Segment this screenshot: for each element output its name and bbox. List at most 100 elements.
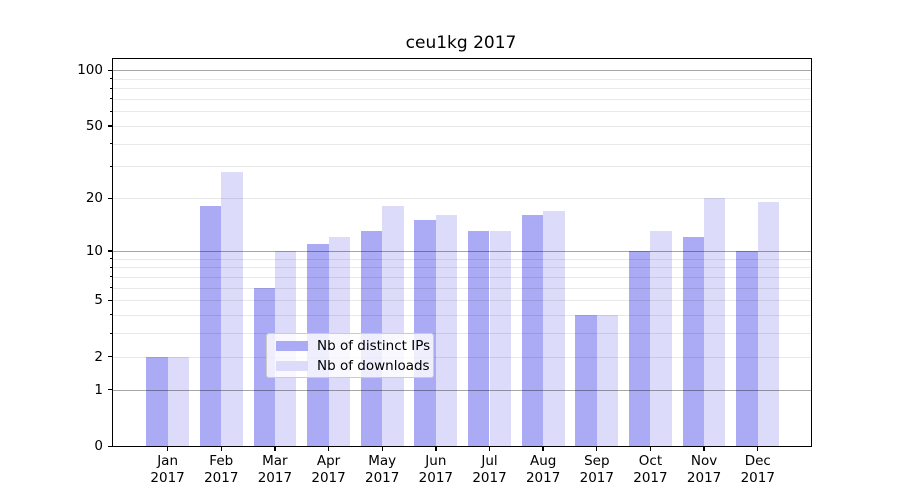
y-minor-tick-3 — [109, 332, 112, 334]
x-tick-oct — [649, 447, 652, 451]
bar-downloads-sep — [596, 314, 619, 446]
y-tick-label-1: 1 — [94, 381, 103, 398]
legend-item-distinct-ips: Nb of distinct IPs — [276, 338, 433, 354]
x-tick-label-month: Jul — [481, 453, 498, 469]
bar-downloads-nov — [704, 198, 726, 446]
y-tick-label-0: 0 — [94, 438, 103, 454]
y-tick-50 — [108, 125, 112, 127]
chart-title: ceu1kg 2017 — [405, 33, 517, 53]
bar-distinct-ips-feb — [199, 206, 222, 446]
x-tick-label-year: 2017 — [686, 470, 722, 486]
y-gridline-minor-8 — [113, 267, 811, 269]
x-tick-label-year: 2017 — [204, 470, 239, 486]
x-tick-label-month: May — [368, 453, 397, 469]
x-tick-label-sep: Sep 2017 — [567, 453, 627, 487]
x-tick-label-year: 2017 — [311, 470, 346, 486]
y-minor-tick-9 — [109, 258, 112, 259]
y-tick-10 — [108, 250, 112, 252]
legend: Nb of distinct IPs Nb of downloads — [266, 333, 434, 378]
y-tick-5 — [108, 299, 112, 301]
bar-distinct-ips-aug — [521, 215, 544, 446]
bar-distinct-ips-mar — [253, 287, 275, 446]
y-minor-tick-30 — [109, 165, 112, 167]
x-tick-sep — [596, 447, 598, 451]
legend-swatch-downloads — [276, 360, 308, 371]
y-minor-tick-60 — [109, 110, 112, 112]
x-tick-label-feb: Feb 2017 — [191, 453, 251, 487]
x-tick-label-nov: Nov 2017 — [674, 453, 734, 487]
x-tick-jul — [488, 447, 491, 451]
y-minor-tick-8 — [109, 266, 112, 268]
legend-label-distinct-ips: Nb of distinct IPs — [317, 337, 431, 354]
y-gridline-minor-3 — [113, 333, 811, 335]
y-gridline-minor-90 — [113, 78, 811, 80]
x-tick-label-year: 2017 — [257, 470, 293, 486]
x-tick-label-apr: Apr 2017 — [299, 453, 359, 487]
bar-downloads-aug — [543, 210, 565, 446]
bar-downloads-may — [382, 206, 404, 446]
y-tick-label-2: 2 — [94, 348, 103, 365]
bar-downloads-dec — [757, 202, 780, 446]
x-tick-label-jul: Jul 2017 — [460, 453, 520, 487]
legend-label-downloads: Nb of downloads — [317, 357, 430, 374]
y-minor-tick-90 — [109, 78, 112, 80]
x-tick-dec — [757, 447, 759, 451]
x-tick-label-jan: Jan 2017 — [138, 453, 198, 487]
x-tick-label-aug: Aug 2017 — [513, 453, 573, 487]
y-gridline-minor-5 — [113, 300, 811, 302]
x-tick-label-month: Nov — [690, 453, 718, 469]
bar-distinct-ips-sep — [575, 314, 597, 446]
y-gridline-minor-40 — [113, 143, 811, 145]
x-tick-label-year: 2017 — [418, 470, 454, 486]
bar-distinct-ips-nov — [682, 237, 705, 446]
x-tick-aug — [542, 447, 544, 451]
y-gridline-minor-9 — [113, 258, 811, 260]
x-tick-feb — [220, 447, 222, 451]
x-tick-label-month: Mar — [262, 453, 288, 469]
bar-distinct-ips-jan — [146, 356, 168, 446]
x-tick-label-month: Apr — [316, 453, 341, 469]
x-tick-label-year: 2017 — [579, 470, 614, 486]
y-tick-1 — [108, 389, 112, 391]
y-tick-0 — [108, 445, 112, 447]
y-minor-tick-40 — [109, 143, 112, 145]
y-gridline-major-1 — [113, 389, 811, 391]
y-minor-tick-4 — [109, 314, 112, 316]
x-tick-label-may: May 2017 — [352, 453, 412, 487]
plot-area: 0 1 2 5 10 20 50 100 Jan 2017 Feb 2017 Mar 2017 Apr 201… — [77, 58, 812, 486]
y-gridline-minor-4 — [113, 314, 811, 316]
x-tick-label-year: 2017 — [472, 470, 507, 486]
x-tick-label-year: 2017 — [150, 470, 185, 486]
y-gridline-minor-30 — [113, 166, 811, 168]
y-minor-tick-80 — [109, 87, 112, 89]
bar-downloads-jul — [489, 231, 511, 446]
y-gridline-minor-50 — [113, 125, 811, 127]
y-tick-label-100: 100 — [77, 62, 103, 79]
x-tick-label-year: 2017 — [740, 470, 775, 486]
x-tick-label-oct: Oct 2017 — [620, 453, 680, 487]
y-gridline-minor-6 — [113, 287, 811, 289]
x-tick-label-year: 2017 — [525, 470, 561, 486]
y-minor-tick-6 — [109, 287, 112, 289]
bar-distinct-ips-dec — [736, 250, 758, 446]
bar-distinct-ips-oct — [629, 250, 651, 446]
y-gridline-minor-2 — [113, 356, 811, 358]
y-gridline-minor-60 — [113, 111, 811, 113]
x-tick-label-month: Aug — [529, 453, 557, 469]
x-tick-jan — [166, 447, 169, 451]
legend-swatch-distinct-ips — [276, 340, 308, 351]
x-tick-label-dec: Dec 2017 — [728, 453, 788, 487]
x-tick-nov — [703, 447, 705, 451]
x-tick-label-jun: Jun 2017 — [406, 453, 466, 487]
y-gridline-major-10 — [113, 250, 811, 252]
x-tick-label-month: Sep — [584, 453, 610, 469]
x-tick-label-year: 2017 — [365, 470, 400, 486]
y-gridline-major-100 — [113, 70, 811, 72]
x-tick-label-year: 2017 — [633, 470, 668, 486]
x-tick-may — [381, 447, 383, 451]
bar-downloads-feb — [221, 171, 243, 446]
bar-downloads-oct — [650, 231, 672, 446]
y-gridline-minor-80 — [113, 88, 811, 90]
x-tick-label-month: Jun — [425, 453, 447, 469]
